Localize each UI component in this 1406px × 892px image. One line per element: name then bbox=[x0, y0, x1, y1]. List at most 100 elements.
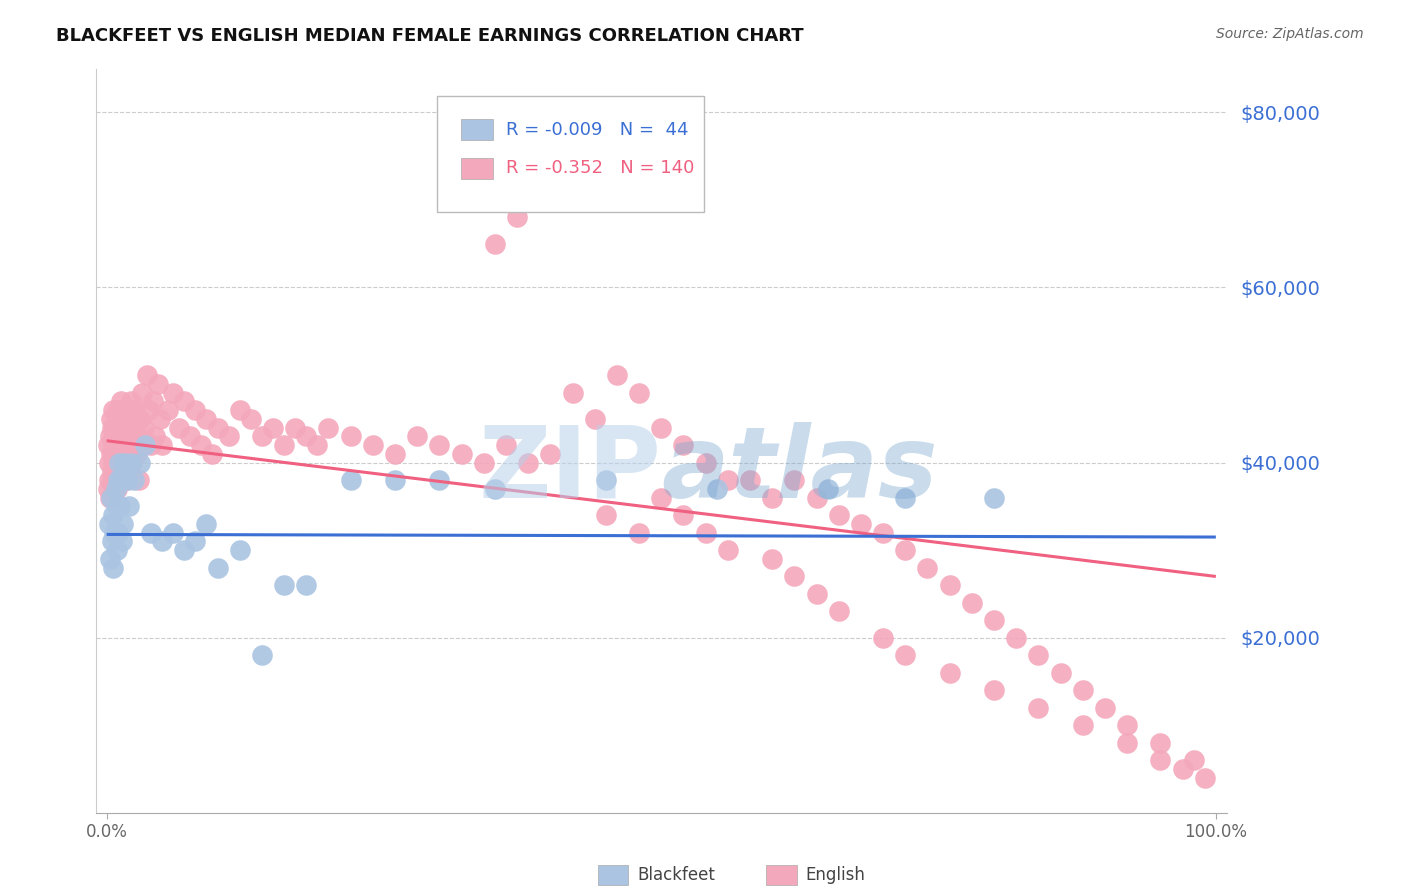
Point bbox=[1028, 648, 1050, 663]
FancyBboxPatch shape bbox=[461, 158, 492, 178]
Point bbox=[107, 403, 129, 417]
Point bbox=[103, 508, 125, 523]
Point bbox=[250, 648, 273, 663]
Point bbox=[1071, 718, 1094, 732]
Point bbox=[783, 473, 806, 487]
Point bbox=[695, 525, 717, 540]
Point bbox=[484, 482, 506, 496]
Point bbox=[173, 543, 195, 558]
Point bbox=[179, 429, 201, 443]
Point bbox=[806, 491, 828, 505]
Point bbox=[108, 473, 131, 487]
Point bbox=[110, 473, 132, 487]
Point bbox=[1005, 631, 1028, 645]
Point bbox=[129, 412, 152, 426]
Point bbox=[307, 438, 329, 452]
Point bbox=[239, 412, 262, 426]
Point bbox=[104, 473, 127, 487]
Text: atlas: atlas bbox=[661, 422, 938, 519]
Point bbox=[111, 534, 134, 549]
Point bbox=[167, 420, 190, 434]
Point bbox=[849, 516, 872, 531]
Point bbox=[384, 447, 406, 461]
Point bbox=[108, 500, 131, 514]
Point bbox=[107, 473, 129, 487]
Point bbox=[138, 403, 160, 417]
Point bbox=[561, 385, 583, 400]
Point bbox=[1194, 771, 1216, 785]
Point bbox=[406, 429, 429, 443]
Text: BLACKFEET VS ENGLISH MEDIAN FEMALE EARNINGS CORRELATION CHART: BLACKFEET VS ENGLISH MEDIAN FEMALE EARNI… bbox=[56, 27, 804, 45]
Point bbox=[173, 394, 195, 409]
Point bbox=[273, 578, 295, 592]
Text: R = -0.352   N = 140: R = -0.352 N = 140 bbox=[506, 160, 695, 178]
Point bbox=[894, 543, 917, 558]
Point bbox=[162, 525, 184, 540]
Point bbox=[120, 394, 142, 409]
Point bbox=[105, 543, 128, 558]
Point bbox=[112, 464, 135, 478]
Point bbox=[124, 403, 146, 417]
Point bbox=[100, 447, 122, 461]
Point bbox=[1071, 683, 1094, 698]
Point bbox=[101, 473, 124, 487]
Point bbox=[100, 491, 122, 505]
Point bbox=[595, 473, 617, 487]
Point bbox=[250, 429, 273, 443]
Point bbox=[142, 394, 165, 409]
Point bbox=[131, 385, 153, 400]
Point bbox=[695, 456, 717, 470]
Point bbox=[295, 429, 318, 443]
Point bbox=[472, 456, 495, 470]
Point bbox=[97, 438, 120, 452]
Point bbox=[108, 456, 131, 470]
Point bbox=[650, 491, 672, 505]
Point bbox=[361, 438, 384, 452]
Point bbox=[983, 683, 1005, 698]
Point bbox=[717, 543, 740, 558]
Point bbox=[262, 420, 284, 434]
Point bbox=[115, 473, 138, 487]
Point bbox=[817, 482, 839, 496]
Point bbox=[284, 420, 307, 434]
Point bbox=[184, 403, 207, 417]
Point bbox=[118, 420, 141, 434]
Point bbox=[103, 456, 125, 470]
Point bbox=[1149, 753, 1171, 767]
Point bbox=[761, 491, 783, 505]
Point bbox=[112, 456, 135, 470]
Point bbox=[134, 420, 156, 434]
Point bbox=[1049, 665, 1071, 680]
Point bbox=[761, 552, 783, 566]
Point bbox=[207, 560, 229, 574]
Point bbox=[783, 569, 806, 583]
Point bbox=[1182, 753, 1205, 767]
Point bbox=[506, 211, 529, 225]
Point bbox=[983, 613, 1005, 627]
Point bbox=[108, 420, 131, 434]
Point bbox=[110, 394, 132, 409]
Point bbox=[917, 560, 939, 574]
Point bbox=[114, 420, 136, 434]
Point bbox=[150, 438, 173, 452]
Point bbox=[207, 420, 229, 434]
FancyBboxPatch shape bbox=[437, 96, 704, 212]
Point bbox=[606, 368, 628, 382]
Point bbox=[229, 403, 252, 417]
Point bbox=[229, 543, 252, 558]
Point bbox=[538, 447, 561, 461]
Point bbox=[184, 534, 207, 549]
Point bbox=[112, 516, 135, 531]
Point bbox=[156, 403, 179, 417]
Point bbox=[112, 403, 135, 417]
Point bbox=[101, 420, 124, 434]
Point bbox=[672, 438, 695, 452]
Point bbox=[218, 429, 240, 443]
Point bbox=[107, 429, 129, 443]
Point bbox=[118, 464, 141, 478]
Point bbox=[108, 438, 131, 452]
Point bbox=[429, 473, 451, 487]
Point bbox=[195, 516, 218, 531]
Point bbox=[122, 412, 145, 426]
Point bbox=[103, 429, 125, 443]
